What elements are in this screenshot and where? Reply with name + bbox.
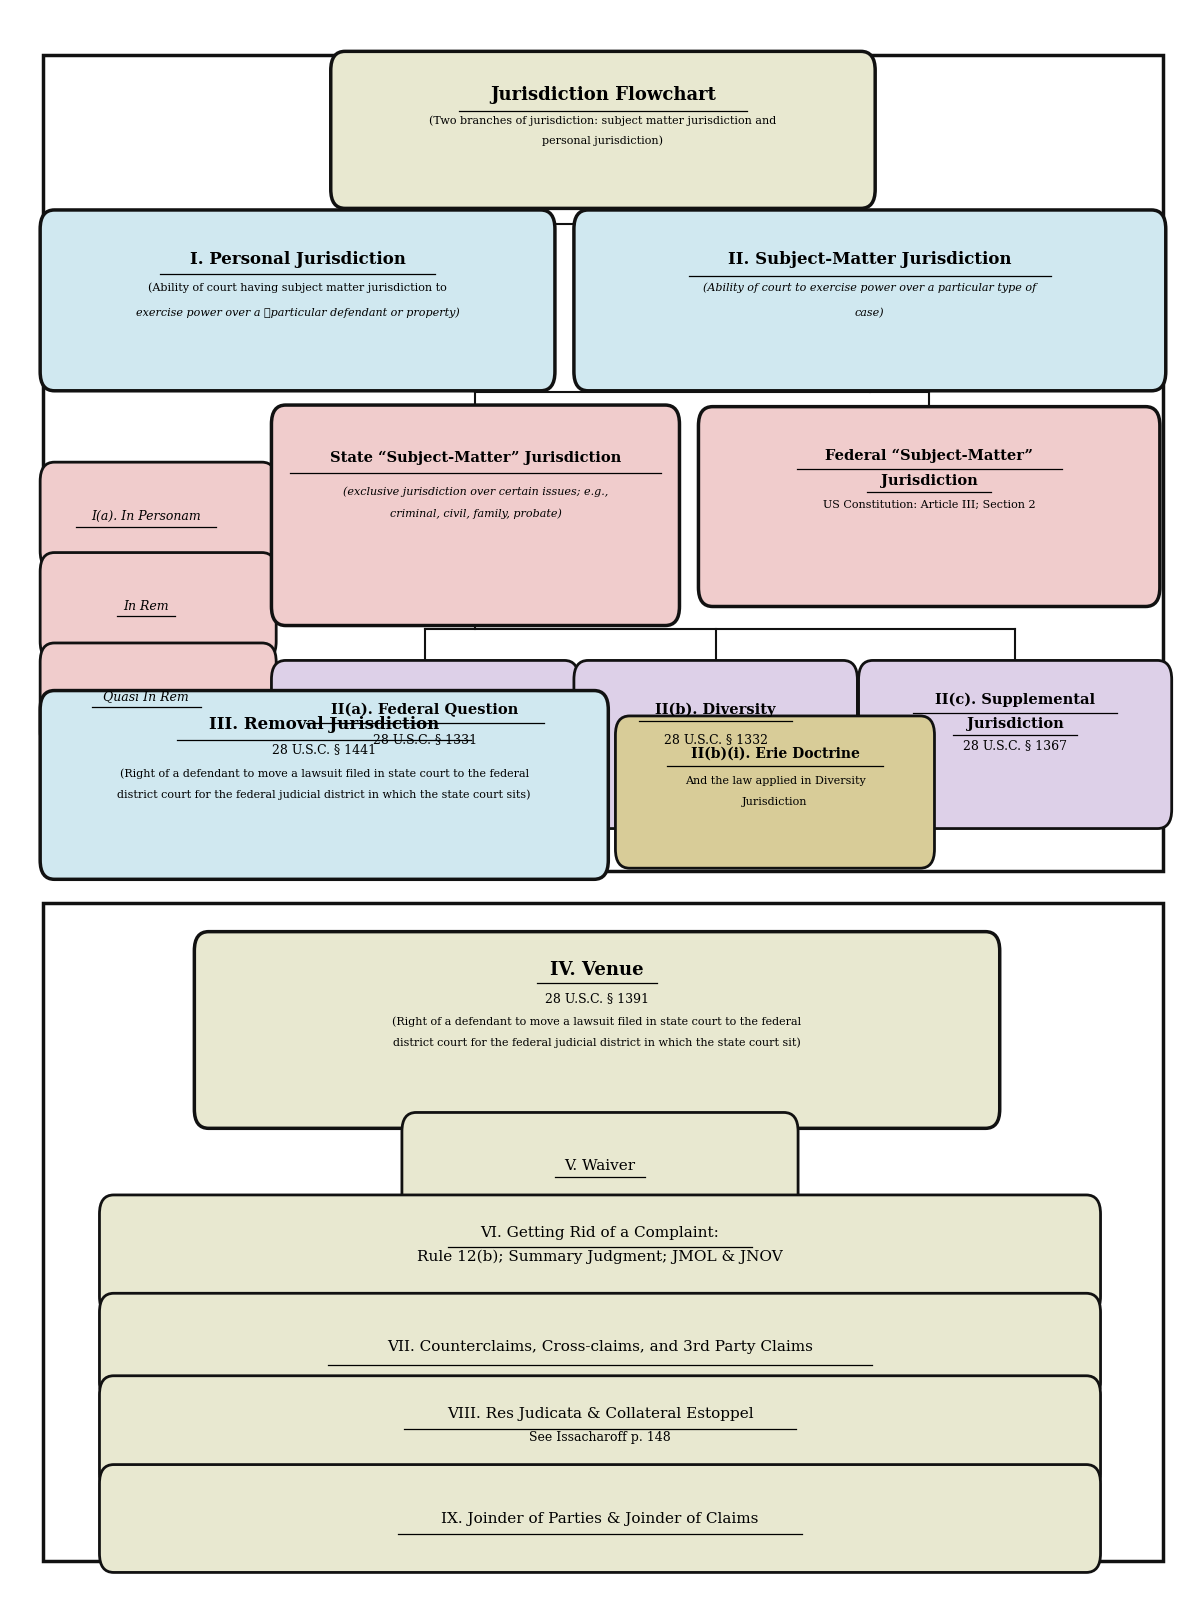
FancyBboxPatch shape <box>40 691 608 880</box>
Text: (Two branches of jurisdiction: subject matter jurisdiction and: (Two branches of jurisdiction: subject m… <box>430 115 776 126</box>
Text: V. Waiver: V. Waiver <box>564 1160 636 1173</box>
Text: IX. Joinder of Parties & Joinder of Claims: IX. Joinder of Parties & Joinder of Clai… <box>442 1512 758 1525</box>
Text: VII. Counterclaims, Cross-claims, and 3rd Party Claims: VII. Counterclaims, Cross-claims, and 3r… <box>388 1341 812 1354</box>
Text: district court for the federal judicial district in which the state court sits): district court for the federal judicial … <box>118 789 530 800</box>
FancyBboxPatch shape <box>100 1464 1100 1573</box>
FancyBboxPatch shape <box>40 210 554 390</box>
Text: 28 U.S.C. § 1332: 28 U.S.C. § 1332 <box>664 733 768 746</box>
Text: IV. Venue: IV. Venue <box>551 960 644 979</box>
FancyBboxPatch shape <box>698 406 1160 606</box>
Text: personal jurisdiction): personal jurisdiction) <box>542 136 664 146</box>
FancyBboxPatch shape <box>402 1112 798 1221</box>
Text: And the law applied in Diversity: And the law applied in Diversity <box>684 776 865 786</box>
Text: (exclusive jurisdiction over certain issues; e.g.,: (exclusive jurisdiction over certain iss… <box>343 486 608 496</box>
Text: II(a). Federal Question: II(a). Federal Question <box>331 702 518 717</box>
Text: J. Talicska – D. Webber – Civil Procedure Fall 2010: J. Talicska – D. Webber – Civil Procedur… <box>361 53 839 72</box>
Text: Jurisdiction Flowchart: Jurisdiction Flowchart <box>490 86 716 104</box>
Text: (Ability of court having subject matter jurisdiction to: (Ability of court having subject matter … <box>148 283 446 293</box>
Text: II(c). Supplemental: II(c). Supplemental <box>935 693 1096 707</box>
Text: II(b). Diversity: II(b). Diversity <box>655 702 776 717</box>
FancyBboxPatch shape <box>100 1293 1100 1402</box>
FancyBboxPatch shape <box>271 405 679 626</box>
Text: 28 U.S.C. § 1441: 28 U.S.C. § 1441 <box>272 744 377 757</box>
Text: III. Removal Jurisdiction: III. Removal Jurisdiction <box>209 717 439 733</box>
Text: II. Subject-Matter Jurisdiction: II. Subject-Matter Jurisdiction <box>728 251 1012 267</box>
Text: 28 U.S.C. § 1391: 28 U.S.C. § 1391 <box>545 992 649 1005</box>
Text: See Issacharoff p. 148: See Issacharoff p. 148 <box>529 1430 671 1445</box>
FancyBboxPatch shape <box>40 643 276 750</box>
Text: (Right of a defendant to move a lawsuit filed in state court to the federal: (Right of a defendant to move a lawsuit … <box>392 1016 802 1027</box>
Text: Jurisdiction: Jurisdiction <box>881 474 978 488</box>
FancyBboxPatch shape <box>100 1376 1100 1493</box>
Text: (Right of a defendant to move a lawsuit filed in state court to the federal: (Right of a defendant to move a lawsuit … <box>120 768 529 779</box>
Text: Jurisdiction: Jurisdiction <box>743 797 808 806</box>
FancyBboxPatch shape <box>271 661 578 829</box>
FancyBboxPatch shape <box>616 715 935 869</box>
Text: (Ability of court to exercise power over a particular type of: (Ability of court to exercise power over… <box>703 283 1037 293</box>
Text: II(b)(i). Erie Doctrine: II(b)(i). Erie Doctrine <box>690 747 859 762</box>
FancyBboxPatch shape <box>100 1195 1100 1315</box>
Text: Rule 12(b); Summary Judgment; JMOL & JNOV: Rule 12(b); Summary Judgment; JMOL & JNO… <box>418 1250 782 1264</box>
FancyBboxPatch shape <box>331 51 875 208</box>
FancyBboxPatch shape <box>858 661 1171 829</box>
Text: I. Personal Jurisdiction: I. Personal Jurisdiction <box>190 251 406 267</box>
FancyBboxPatch shape <box>574 661 857 829</box>
Text: In Rem: In Rem <box>124 600 169 613</box>
FancyBboxPatch shape <box>42 902 1164 1562</box>
FancyBboxPatch shape <box>194 931 1000 1128</box>
FancyBboxPatch shape <box>42 54 1164 872</box>
Text: case): case) <box>856 307 884 318</box>
Text: I(a). In Personam: I(a). In Personam <box>91 509 202 523</box>
Text: exercise power over a  particular defendant or property): exercise power over a particular defenda… <box>136 307 460 318</box>
Text: criminal, civil, family, probate): criminal, civil, family, probate) <box>390 509 562 518</box>
Text: Quasi In Rem: Quasi In Rem <box>103 691 190 704</box>
Text: State “Subject-Matter” Jurisdiction: State “Subject-Matter” Jurisdiction <box>330 451 622 466</box>
FancyBboxPatch shape <box>40 552 276 661</box>
Text: Jurisdiction: Jurisdiction <box>967 717 1063 731</box>
Text: Federal “Subject-Matter”: Federal “Subject-Matter” <box>826 448 1033 462</box>
Text: VI. Getting Rid of a Complaint:: VI. Getting Rid of a Complaint: <box>480 1226 720 1240</box>
Text: 28 U.S.C. § 1331: 28 U.S.C. § 1331 <box>373 733 478 746</box>
FancyBboxPatch shape <box>574 210 1165 390</box>
Text: VIII. Res Judicata & Collateral Estoppel: VIII. Res Judicata & Collateral Estoppel <box>446 1406 754 1421</box>
FancyBboxPatch shape <box>40 462 276 570</box>
Text: district court for the federal judicial district in which the state court sit): district court for the federal judicial … <box>394 1037 800 1048</box>
Text: 28 U.S.C. § 1367: 28 U.S.C. § 1367 <box>964 739 1067 752</box>
Text: US Constitution: Article III; Section 2: US Constitution: Article III; Section 2 <box>823 499 1036 510</box>
